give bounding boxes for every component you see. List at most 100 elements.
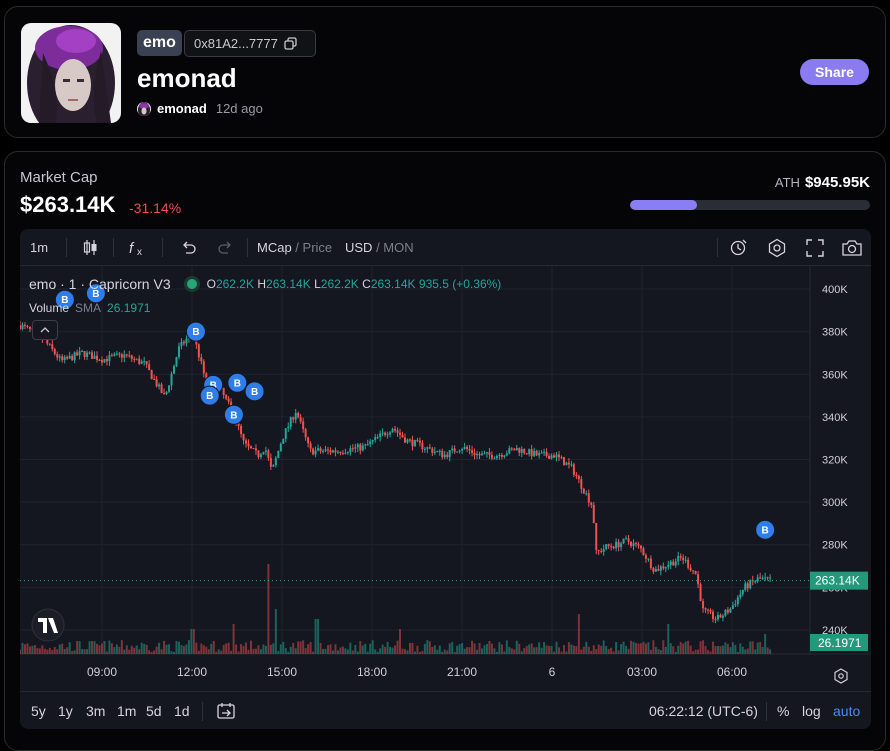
volume-bar <box>480 648 483 654</box>
candles-icon[interactable] <box>82 229 99 266</box>
price-label[interactable]: Price <box>302 240 333 255</box>
usd-label[interactable]: USD <box>345 240 373 255</box>
alert-icon[interactable] <box>729 229 749 266</box>
candle-body <box>458 450 461 452</box>
candle-body <box>282 438 285 444</box>
axis-settings-icon[interactable] <box>834 668 848 684</box>
percent-scale-toggle[interactable]: % <box>777 703 790 719</box>
range-5y[interactable]: 5y <box>31 703 46 719</box>
candle-body <box>495 455 498 459</box>
buy-marker[interactable]: B <box>54 289 75 310</box>
buy-marker[interactable]: B <box>85 283 106 304</box>
volume-bar <box>490 643 493 654</box>
candle-body <box>476 453 479 456</box>
redo-icon[interactable] <box>218 229 234 266</box>
buy-marker[interactable]: B <box>244 381 265 402</box>
mcap-price-toggle[interactable]: MCap / Price <box>257 240 333 255</box>
auto-scale-toggle[interactable]: auto <box>833 703 861 719</box>
log-scale-toggle[interactable]: log <box>802 703 821 719</box>
range-3m[interactable]: 3m <box>86 703 106 719</box>
collapse-legend-button[interactable] <box>32 320 58 340</box>
candle-body <box>406 439 409 443</box>
volume-bar <box>448 643 451 654</box>
candle-body <box>319 448 322 452</box>
candle-body <box>697 574 700 585</box>
candle-body <box>399 432 402 435</box>
volume-bar <box>659 650 662 654</box>
volume-bar <box>510 648 513 654</box>
volume-bar <box>200 643 203 654</box>
mcap-label[interactable]: MCap <box>257 240 292 255</box>
range-1y[interactable]: 1y <box>58 703 73 719</box>
volume-bar <box>379 648 382 654</box>
candle-body <box>130 355 133 359</box>
volume-bar <box>172 651 175 654</box>
volume-bar <box>744 649 747 654</box>
creator-avatar[interactable] <box>137 101 151 116</box>
volume-bar <box>336 650 339 654</box>
volume-label[interactable]: Volume <box>29 301 70 315</box>
candle-body <box>108 355 111 362</box>
candle-body <box>605 544 608 550</box>
candle-body <box>118 353 121 355</box>
volume-bar <box>585 641 588 654</box>
buy-marker[interactable]: B <box>223 404 244 425</box>
x-tick-label: 15:00 <box>267 665 297 679</box>
candle-body <box>585 493 588 495</box>
volume-bar <box>719 646 722 654</box>
buy-marker[interactable]: B <box>227 372 248 393</box>
mon-label[interactable]: MON <box>383 240 414 255</box>
date-range-icon[interactable] <box>216 692 236 729</box>
volume-bar <box>23 644 26 654</box>
candle-body <box>669 561 672 565</box>
interval-select[interactable]: 1m <box>30 240 49 255</box>
fullscreen-icon[interactable] <box>806 229 824 266</box>
screenshot-icon[interactable] <box>841 229 863 266</box>
volume-bar <box>595 649 598 654</box>
candle-body <box>287 426 290 429</box>
clock-time[interactable]: 06:22:12 (UTC-6) <box>649 703 758 719</box>
candle-body <box>58 356 61 358</box>
candle-body <box>463 446 466 449</box>
candle-body <box>299 417 302 422</box>
volume-bar <box>252 648 255 654</box>
candle-body <box>408 439 411 441</box>
volume-bar <box>334 644 337 654</box>
volume-bar <box>478 643 481 654</box>
candle-body <box>145 361 148 365</box>
range-1m[interactable]: 1m <box>117 703 137 719</box>
candle-body <box>140 361 143 364</box>
chart-symbol-title[interactable]: emo · 1 · Capricorn V3 <box>29 276 171 292</box>
share-button[interactable]: Share <box>800 59 869 85</box>
buy-marker[interactable]: B <box>185 321 206 342</box>
range-1d[interactable]: 1d <box>174 703 190 719</box>
volume-bar <box>110 643 113 654</box>
volume-bar <box>120 640 123 654</box>
range-5d[interactable]: 5d <box>146 703 162 719</box>
volume-bar <box>217 649 220 654</box>
candle-body <box>264 450 267 452</box>
candle-body <box>694 571 697 575</box>
volume-bar <box>508 646 511 654</box>
undo-icon[interactable] <box>180 229 196 266</box>
volume-bar <box>468 647 471 654</box>
candle-body <box>724 609 727 616</box>
volume-bar <box>369 643 372 654</box>
settings-icon[interactable] <box>767 229 787 266</box>
creator-name[interactable]: emonad <box>157 101 207 116</box>
volume-bar <box>344 648 347 654</box>
volume-bar <box>237 651 240 654</box>
buy-marker[interactable]: B <box>199 385 220 406</box>
volume-bar <box>485 643 488 654</box>
contract-address-copy[interactable]: 0x81A2...7777 <box>184 30 316 57</box>
candle-body <box>572 464 575 475</box>
volume-bar <box>565 651 568 654</box>
volume-bar <box>682 643 685 654</box>
tradingview-logo[interactable]: ⁠ <box>31 608 65 642</box>
copy-icon[interactable] <box>284 37 297 50</box>
buy-marker[interactable]: B <box>755 519 776 540</box>
currency-toggle[interactable]: USD / MON <box>345 240 414 255</box>
